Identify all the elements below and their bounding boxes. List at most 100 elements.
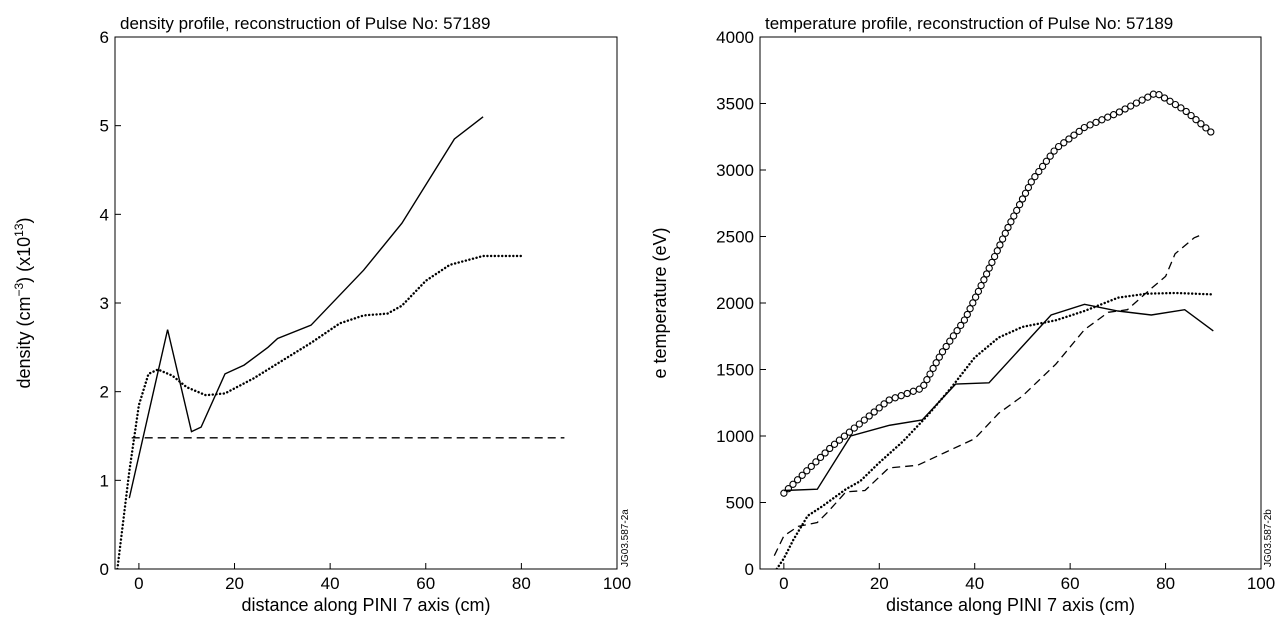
density-series-solid-line xyxy=(128,116,484,499)
temperature-series-circle-marker xyxy=(1127,102,1135,110)
temperature-ytick-label: 3500 xyxy=(716,95,754,114)
density-xtick-label: 60 xyxy=(416,574,435,593)
temperature-ytick-label: 2000 xyxy=(716,294,754,313)
temperature-series-circle-marker xyxy=(803,467,811,475)
density-plot-frame xyxy=(114,36,618,570)
temperature-chart: temperature profile, reconstruction of P… xyxy=(650,14,1275,615)
temperature-series-circle-marker xyxy=(1187,111,1195,120)
temperature-xtick-label: 80 xyxy=(1156,574,1175,593)
density-xtick-label: 40 xyxy=(321,574,340,593)
temperature-ytick-label: 3000 xyxy=(716,161,754,180)
temperature-series-circle-marker xyxy=(1042,157,1051,165)
temperature-ytick-label: 1500 xyxy=(716,361,754,380)
density-xtick-label: 80 xyxy=(512,574,531,593)
temperature-series-circle-marker xyxy=(1015,201,1024,209)
temperature-series-circle-marker xyxy=(840,432,849,440)
temperature-series-circle-marker xyxy=(938,348,947,356)
density-ytick-label: 4 xyxy=(100,205,109,224)
temperature-series-circle-marker xyxy=(1024,183,1033,192)
temperature-series-circle-marker xyxy=(1192,116,1200,124)
density-ytick-label: 5 xyxy=(100,117,109,136)
temperature-series-circle-marker xyxy=(1177,104,1185,112)
temperature-series-circle-marker xyxy=(1046,152,1054,160)
label-text: ) xyxy=(14,217,34,223)
temperature-series-circle-marker xyxy=(1038,162,1047,171)
temperature-series-circle-marker xyxy=(830,440,839,448)
temperature-series-circle-marker xyxy=(949,332,958,340)
density-series-dotted-line xyxy=(116,254,523,569)
temperature-ytick-label: 500 xyxy=(726,494,754,513)
density-ytick-label: 2 xyxy=(100,383,109,402)
temperature-series-circle-marker xyxy=(1092,118,1100,127)
temperature-series-circle-marker xyxy=(990,252,999,261)
temperature-xtick-label: 100 xyxy=(1247,574,1275,593)
temperature-series-circle-marker xyxy=(793,476,802,484)
temperature-xtick-label: 40 xyxy=(965,574,984,593)
temperature-series-circle-marker xyxy=(996,241,1004,249)
temperature-series-circle-marker xyxy=(953,327,961,335)
density-chart: density profile, reconstruction of Pulse… xyxy=(12,14,631,615)
temperature-series-circle-marker xyxy=(1060,139,1068,147)
label-text: ) (x10 xyxy=(14,237,34,283)
temperature-series-circle-marker xyxy=(1070,131,1078,139)
temperature-series-circle-marker xyxy=(977,281,985,290)
temperature-series-circle-marker xyxy=(1144,93,1152,101)
temperature-series-circle-marker xyxy=(1202,124,1210,132)
temperature-series-circle-marker xyxy=(812,458,820,466)
temperature-series-circle-marker xyxy=(1207,128,1215,136)
temperature-series-circle-marker xyxy=(1001,229,1009,237)
density-xtick-label: 0 xyxy=(134,574,143,593)
temperature-series-circle-marker xyxy=(1007,218,1015,226)
temperature-xtick-label: 0 xyxy=(779,574,788,593)
temperature-series-circle-marker xyxy=(957,321,965,330)
temperature-series-circle-marker xyxy=(926,370,934,378)
temperature-series-circle-marker xyxy=(1160,94,1169,102)
temperature-series-circle-marker xyxy=(1080,123,1088,132)
temperature-series-circle-marker xyxy=(897,392,905,400)
temperature-series-circle-marker xyxy=(1054,142,1063,151)
temperature-series-circle-marker xyxy=(946,337,954,345)
temperature-series-dashed-line xyxy=(773,233,1204,556)
temperature-ytick-label: 1000 xyxy=(716,427,754,446)
temperature-series-circle-marker xyxy=(835,436,844,444)
temperature-series-circle-marker xyxy=(826,444,834,453)
temperature-series-circle-marker xyxy=(1121,105,1129,113)
temperature-series-circle-marker xyxy=(969,299,977,307)
temperature-series-circle-marker xyxy=(1197,120,1205,128)
temperature-series-circle-marker xyxy=(875,404,883,412)
density-title: density profile, reconstruction of Pulse… xyxy=(120,14,490,33)
temperature-series-circle-marker xyxy=(1004,223,1012,232)
temperature-series-circle-marker xyxy=(1109,111,1118,119)
temperature-series-circle-marker xyxy=(1138,96,1146,104)
temperature-series-circle-marker xyxy=(1075,127,1083,136)
temperature-series-circle-marker xyxy=(850,424,858,432)
temperature-title: temperature profile, reconstruction of P… xyxy=(765,14,1173,33)
temperature-series-circle-marker xyxy=(929,364,937,373)
density-ytick-label: 3 xyxy=(100,294,109,313)
temperature-ytick-label: 2500 xyxy=(716,228,754,247)
temperature-series-circle-marker xyxy=(1065,135,1073,143)
temperature-series-circle-marker xyxy=(1098,116,1106,124)
temperature-series-circle-marker xyxy=(971,293,980,301)
temperature-series-circle-marker xyxy=(1166,97,1174,105)
temperature-series-circle-marker xyxy=(998,235,1007,243)
temperature-ytick-label: 4000 xyxy=(716,28,754,47)
label-text: density (cm xyxy=(14,297,34,389)
temperature-series-circle-marker xyxy=(865,412,873,420)
temperature-figure-code: JG03.587-2b xyxy=(1263,509,1274,567)
temperature-series-circle-marker xyxy=(1027,178,1035,186)
temperature-series-circle-marker xyxy=(903,389,911,398)
temperature-series-dotted-line xyxy=(775,291,1215,569)
temperature-ytick-label: 0 xyxy=(745,560,754,579)
temperature-series-circle-marker xyxy=(855,420,863,428)
superscript-text: −3 xyxy=(12,283,26,297)
temperature-plot-frame xyxy=(759,36,1262,570)
temperature-series-circle-marker xyxy=(960,316,969,324)
temperature-series-circle-marker xyxy=(1104,113,1112,121)
temperature-x-axis-label: distance along PINI 7 axis (cm) xyxy=(886,595,1135,615)
density-xtick-label: 20 xyxy=(225,574,244,593)
temperature-series-circle-marker xyxy=(1010,212,1018,220)
density-y-axis-label: density (cm−3) (x1013) xyxy=(12,217,34,388)
density-ytick-label: 0 xyxy=(100,560,109,579)
